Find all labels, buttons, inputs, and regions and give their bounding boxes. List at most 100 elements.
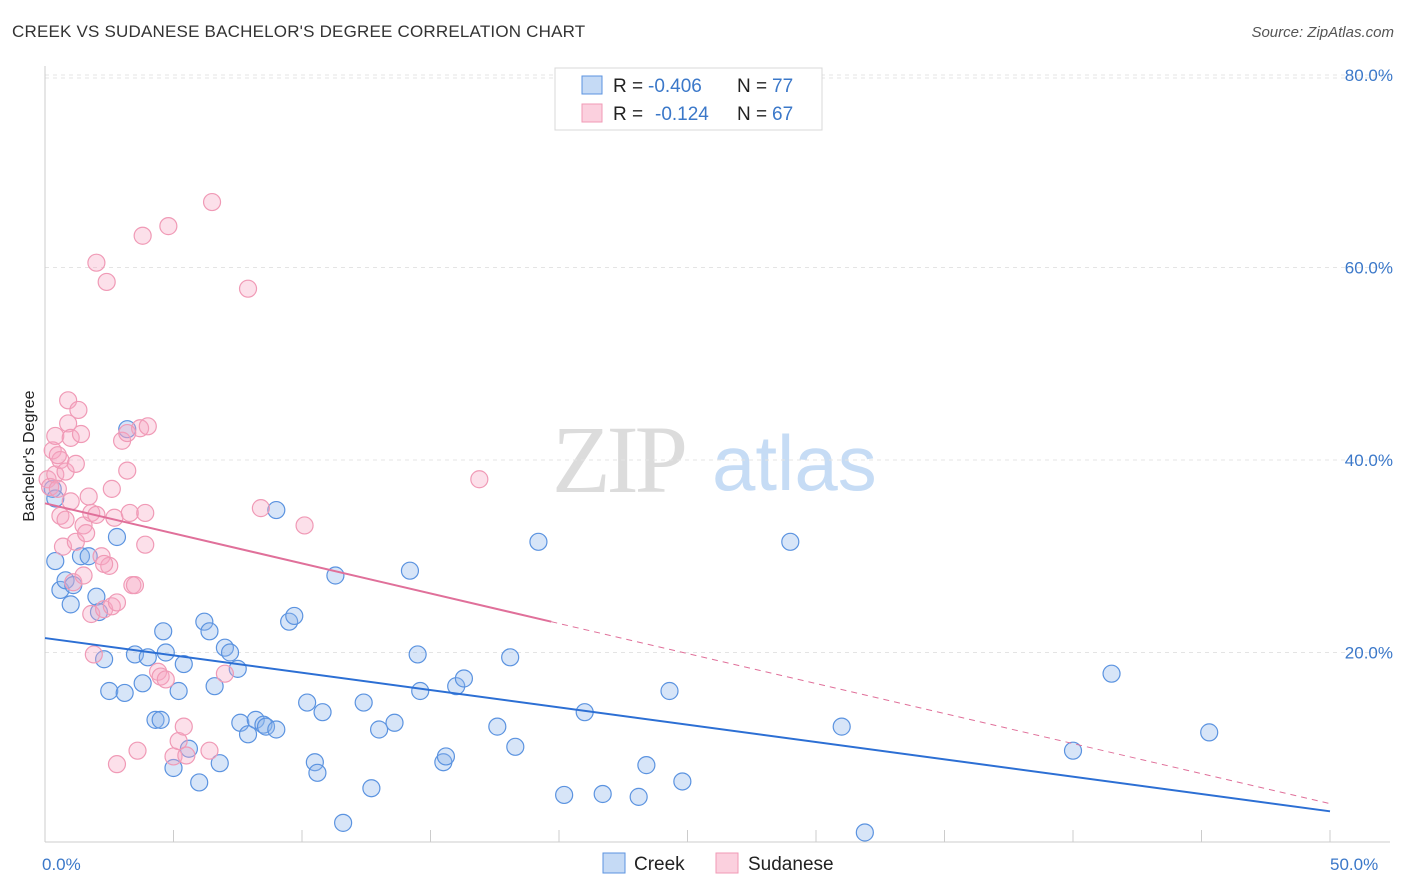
y-tick-label-60: 60.0% [1345, 259, 1393, 278]
sudanese-point-57 [238, 279, 258, 298]
sudanese-point-36 [118, 461, 137, 480]
sudanese-point-4 [46, 426, 65, 446]
creek-point-64 [529, 532, 548, 551]
creek-point-32 [215, 638, 234, 657]
creek-point-19 [146, 710, 165, 729]
creek-point-13 [107, 527, 127, 547]
creek-point-63 [506, 737, 525, 756]
creek-point-17 [133, 674, 152, 693]
creek-point-8 [79, 547, 98, 566]
creek-point-15 [118, 420, 137, 439]
y-tick-label-20: 20.0% [1345, 644, 1393, 663]
gridlines [45, 74, 1390, 653]
sudanese-point-20 [77, 524, 96, 543]
sudanese-point-33 [107, 755, 127, 774]
creek-point-27 [190, 773, 209, 792]
creek-point-14 [115, 683, 134, 703]
creek-point-73 [832, 717, 851, 736]
sudanese-point-21 [79, 487, 98, 506]
creek-point-50 [354, 693, 373, 712]
sudanese-point-49 [159, 217, 178, 236]
creek-point-44 [298, 693, 317, 712]
sudanese-trend-line [44, 502, 552, 623]
sudanese-point-40 [128, 741, 147, 760]
creek-point-41 [267, 500, 286, 520]
sudanese-n-value: 67 [772, 104, 793, 125]
y-tick-labels: 20.0% 40.0% 60.0% 80.0% [1345, 66, 1393, 663]
creek-point-58 [436, 747, 456, 766]
creek-point-45 [305, 753, 324, 772]
creek-point-54 [400, 561, 420, 580]
y-tick-label-80: 80.0% [1345, 66, 1393, 85]
creek-point-2 [46, 551, 65, 571]
creek-point-47 [313, 703, 332, 722]
creek-legend-label: Creek [634, 854, 685, 875]
creek-point-56 [411, 681, 430, 701]
creek-point-29 [200, 622, 219, 641]
creek-point-75 [1063, 741, 1083, 760]
x-tick-label-max: 50.0% [1330, 855, 1378, 874]
creek-points [43, 420, 1219, 842]
creek-legend-swatch [581, 75, 603, 95]
sudanese-point-48 [156, 670, 175, 689]
creek-point-70 [660, 681, 679, 701]
sudanese-point-18 [71, 424, 91, 444]
creek-point-42 [280, 612, 299, 631]
sudanese-r-label: R = [613, 104, 643, 125]
creek-point-59 [447, 677, 466, 696]
creek-point-69 [637, 756, 656, 775]
chart-title: CREEK VS SUDANESE BACHELOR'S DEGREE CORR… [12, 22, 586, 41]
creek-point-61 [488, 717, 507, 736]
creek-r-label: R = [613, 76, 643, 97]
sudanese-point-45 [138, 417, 157, 436]
creek-point-12 [100, 681, 119, 701]
creek-point-51 [362, 779, 381, 798]
sudanese-point-26 [87, 253, 106, 272]
sudanese-point-2 [43, 441, 62, 460]
sudanese-point-17 [69, 400, 88, 420]
sudanese-point-37 [120, 503, 139, 523]
creek-point-5 [61, 595, 80, 614]
sudanese-point-42 [133, 226, 152, 245]
sudanese-point-51 [169, 731, 188, 751]
creek-point-11 [95, 650, 114, 669]
x-tick-label-min: 0.0% [42, 855, 81, 874]
creek-point-67 [593, 784, 612, 804]
creek-point-39 [256, 717, 276, 736]
creek-point-43 [285, 606, 304, 626]
creek-point-68 [629, 787, 648, 806]
creek-point-40 [267, 720, 286, 739]
creek-point-72 [781, 532, 800, 551]
creek-point-74 [855, 823, 874, 842]
sudanese-point-61 [118, 423, 137, 443]
creek-r-value: -0.406 [648, 76, 702, 97]
sudanese-point-14 [64, 573, 83, 592]
creek-bottom-swatch [602, 852, 626, 874]
sudanese-point-16 [66, 454, 85, 473]
sudanese-point-64 [95, 554, 114, 574]
sudanese-point-60 [470, 470, 489, 489]
sudanese-point-58 [251, 499, 270, 518]
creek-n-label: N = [737, 76, 767, 97]
sudanese-legend-swatch [581, 103, 603, 123]
watermark-atlas: atlas [712, 419, 877, 507]
creek-point-52 [370, 720, 389, 739]
creek-point-71 [673, 772, 692, 791]
sudanese-trend-extension [551, 621, 1331, 805]
series-legend: Creek Sudanese [602, 852, 834, 875]
creek-point-77 [1200, 723, 1219, 742]
sudanese-point-54 [200, 741, 219, 760]
sudanese-point-44 [136, 503, 155, 523]
sudanese-point-3 [46, 465, 65, 484]
creek-point-33 [220, 643, 240, 662]
creek-point-55 [408, 645, 427, 664]
sudanese-point-65 [102, 479, 121, 498]
creek-point-24 [169, 681, 188, 701]
sudanese-point-56 [202, 192, 222, 212]
creek-point-20 [151, 710, 170, 729]
sudanese-point-47 [151, 667, 170, 686]
creek-point-30 [205, 677, 224, 696]
creek-n-value: 77 [772, 76, 793, 97]
sudanese-legend-label: Sudanese [748, 854, 834, 875]
creek-point-31 [210, 754, 229, 773]
